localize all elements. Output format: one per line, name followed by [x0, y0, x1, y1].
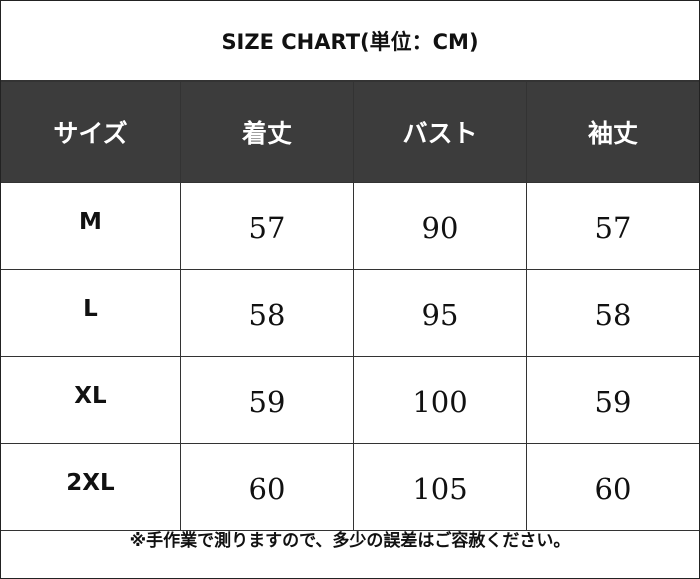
- length-cell: 58: [180, 269, 354, 357]
- bust-cell: 95: [353, 269, 527, 357]
- chart-title: SIZE CHART(単位：CM): [1, 1, 699, 81]
- bust-cell: 90: [353, 182, 527, 270]
- size-cell: 2XL: [1, 443, 181, 531]
- measurement-note: ※手作業で測りますので、多少の誤差はご容赦ください。: [129, 531, 571, 551]
- sleeve-cell: 60: [526, 443, 699, 531]
- size-cell: M: [1, 182, 181, 270]
- header-bust: バスト: [353, 81, 527, 183]
- size-cell: XL: [1, 356, 181, 444]
- length-cell: 57: [180, 182, 354, 270]
- sleeve-cell: 59: [526, 356, 699, 444]
- size-cell: L: [1, 269, 181, 357]
- table-row: 2XL 60 105 60: [1, 443, 699, 531]
- sleeve-cell: 58: [526, 269, 699, 357]
- table-row: XL 59 100 59: [1, 356, 699, 444]
- size-table: サイズ 着丈 バスト 袖丈 M 57 90 57 L 58 95 58 XL 5…: [1, 81, 699, 531]
- bust-cell: 100: [353, 356, 527, 444]
- header-size: サイズ: [1, 81, 181, 183]
- header-length: 着丈: [180, 81, 354, 183]
- table-row: L 58 95 58: [1, 269, 699, 357]
- header-row: サイズ 着丈 バスト 袖丈: [1, 81, 699, 183]
- length-cell: 60: [180, 443, 354, 531]
- length-cell: 59: [180, 356, 354, 444]
- sleeve-cell: 57: [526, 182, 699, 270]
- bust-cell: 105: [353, 443, 527, 531]
- table-row: M 57 90 57: [1, 182, 699, 270]
- header-sleeve: 袖丈: [526, 81, 699, 183]
